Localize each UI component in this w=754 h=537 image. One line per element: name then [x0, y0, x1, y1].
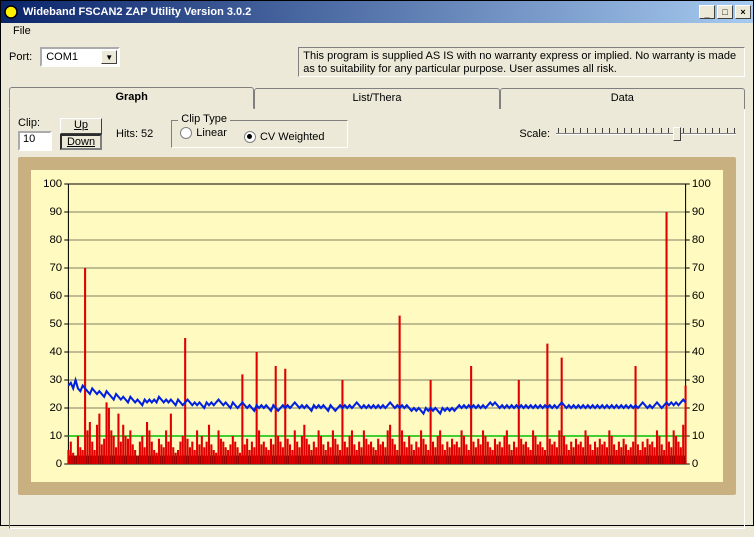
- chevron-down-icon[interactable]: ▼: [101, 50, 117, 64]
- window-title: Wideband FSCAN2 ZAP Utility Version 3.0.…: [23, 6, 699, 18]
- titlebar: Wideband FSCAN2 ZAP Utility Version 3.0.…: [1, 1, 753, 23]
- scale-label: Scale:: [519, 128, 550, 140]
- clip-label: Clip:: [18, 117, 40, 129]
- radio-linear[interactable]: Linear: [180, 127, 227, 139]
- svg-text:70: 70: [49, 262, 62, 274]
- close-button[interactable]: ×: [735, 5, 751, 19]
- slider-track: [556, 133, 736, 135]
- clip-type-legend: Clip Type: [178, 113, 230, 125]
- svg-text:60: 60: [49, 290, 62, 302]
- disclaimer-text: This program is supplied AS IS with no w…: [298, 47, 745, 77]
- chart-area: 0 0 10 10 20 20 30 30 40 40 50 50 60 60 70 70 80 80 90 90 10…: [31, 170, 723, 482]
- svg-text:0: 0: [56, 458, 62, 470]
- port-label: Port:: [9, 47, 32, 63]
- tab-list-thera[interactable]: List/Thera: [254, 88, 499, 109]
- menu-file[interactable]: File: [7, 23, 37, 39]
- svg-text:40: 40: [49, 346, 62, 358]
- radio-cv-weighted[interactable]: CV Weighted: [244, 131, 325, 143]
- svg-text:0: 0: [692, 458, 698, 470]
- clip-type-group: Clip Type Linear CV Weighted: [171, 120, 347, 148]
- hits-label: Hits: 52: [116, 128, 153, 140]
- svg-text:80: 80: [692, 234, 705, 246]
- tab-page-graph: Clip: 10 Up Down Hits: 52 Clip Type Line…: [9, 109, 745, 529]
- svg-text:90: 90: [692, 206, 705, 218]
- tab-graph[interactable]: Graph: [9, 87, 254, 109]
- port-combo[interactable]: COM1 ▼: [40, 47, 120, 67]
- clip-input[interactable]: 10: [18, 131, 52, 151]
- svg-text:100: 100: [43, 178, 62, 190]
- svg-text:20: 20: [692, 402, 705, 414]
- clip-down-button[interactable]: Down: [60, 134, 102, 150]
- svg-text:70: 70: [692, 262, 705, 274]
- tab-data[interactable]: Data: [500, 88, 745, 109]
- menubar: File: [1, 23, 753, 41]
- svg-text:10: 10: [692, 430, 705, 442]
- svg-text:50: 50: [692, 318, 705, 330]
- tabstrip: Graph List/Thera Data: [9, 87, 745, 109]
- radio-icon: [180, 127, 192, 139]
- svg-text:50: 50: [49, 318, 62, 330]
- chart-frame: 0 0 10 10 20 20 30 30 40 40 50 50 60 60 70 70 80 80 90 90 10…: [18, 157, 736, 495]
- svg-text:40: 40: [692, 346, 705, 358]
- port-value: COM1: [46, 51, 78, 63]
- svg-text:20: 20: [49, 402, 62, 414]
- app-icon: [3, 4, 19, 20]
- scale-slider[interactable]: [556, 124, 736, 144]
- svg-text:60: 60: [692, 290, 705, 302]
- svg-text:30: 30: [692, 374, 705, 386]
- svg-text:10: 10: [49, 430, 62, 442]
- maximize-button[interactable]: □: [717, 5, 733, 19]
- svg-text:100: 100: [692, 178, 711, 190]
- svg-text:30: 30: [49, 374, 62, 386]
- svg-text:90: 90: [49, 206, 62, 218]
- slider-thumb[interactable]: [673, 127, 681, 141]
- clip-up-button[interactable]: Up: [60, 118, 102, 134]
- radio-icon: [244, 131, 256, 143]
- minimize-button[interactable]: _: [699, 5, 715, 19]
- svg-text:80: 80: [49, 234, 62, 246]
